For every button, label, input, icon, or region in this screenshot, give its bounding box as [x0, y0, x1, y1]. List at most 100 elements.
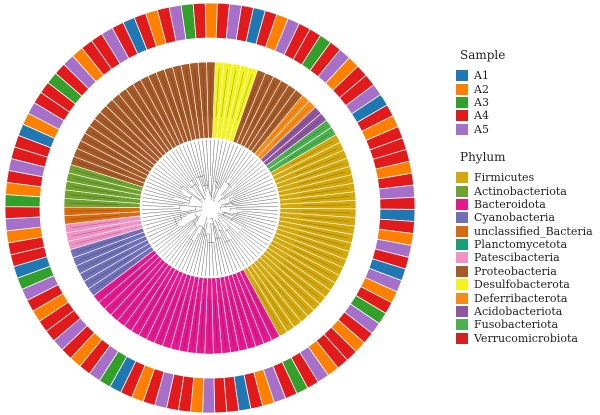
tree-branch [213, 143, 231, 198]
sample-block [379, 196, 416, 210]
phylum-legend-item-desulfobacterota: Desulfobacterota [456, 278, 596, 291]
tree-branch [152, 171, 181, 190]
tree-branch [193, 228, 206, 275]
tree-branch [146, 219, 182, 234]
taxon-label-line [124, 280, 154, 319]
tree-branch [225, 149, 246, 183]
tree-branch [189, 216, 208, 273]
tree-branch [172, 151, 206, 201]
taxon-label-line [70, 202, 119, 205]
taxon-label-line [161, 76, 179, 122]
taxon-label-line [71, 220, 119, 229]
tree-branch [235, 162, 261, 186]
taxon-label-line [280, 266, 319, 298]
taxon-label-line [220, 299, 226, 348]
tree-branch [198, 224, 203, 228]
taxon-label-line [284, 261, 324, 291]
taxon-label-line [256, 287, 281, 330]
tree-branch [231, 200, 233, 205]
tree-branch [232, 217, 273, 235]
taxon-label-line [300, 221, 349, 230]
tree-branch [182, 145, 198, 178]
taxon-label-line [75, 169, 122, 184]
tree-branch [202, 140, 209, 190]
taxon-label-line [246, 292, 266, 337]
taxon-label-line [77, 162, 124, 179]
tree-branch [228, 198, 231, 203]
sample-legend-label: A2 [474, 82, 489, 96]
sample-legend-label: A1 [474, 69, 489, 83]
sample-legend-label: A3 [474, 95, 489, 109]
phylum-legend-label: Proteobacteria [474, 264, 557, 278]
taxon-label-line [293, 148, 337, 170]
phylum-swatch [456, 306, 468, 318]
phylum-legend-label: Cyanobacteria [474, 211, 555, 225]
tree-branch [220, 156, 255, 197]
phylum-legend: Firmicutes Actinobacteriota Bacteroidota… [456, 171, 596, 345]
taxon-label-line [177, 71, 190, 119]
tree-branch [206, 140, 210, 194]
sample-swatch [456, 96, 468, 108]
phylum-legend-item-planctomycetota: Planctomycetota [456, 238, 596, 251]
taxon-label-line [295, 156, 341, 175]
phylum-swatch [456, 185, 468, 197]
tree-branch [216, 212, 219, 215]
tree-branch [152, 225, 182, 245]
taxon-label-line [117, 277, 150, 314]
taxon-label-line [221, 69, 228, 117]
taxon-label-line [145, 289, 168, 333]
taxon-label-line [298, 171, 346, 185]
tree-branch [221, 190, 276, 206]
sample-legend-item-a3: A3 [456, 96, 596, 109]
taxon-label-line [70, 194, 119, 200]
tree-branch [185, 226, 204, 272]
taxon-label-line [287, 133, 330, 160]
taxon-label-line [77, 236, 123, 253]
taxon-label-line [167, 295, 183, 342]
tree-branch [142, 205, 174, 207]
taxon-label-line [111, 273, 146, 308]
tree-branch [229, 178, 272, 200]
tree-branch [154, 167, 204, 204]
taxon-label-line [152, 291, 173, 336]
tree-branch [212, 222, 222, 276]
phylum-legend-item-acidobacteriota: Acidobacteriota [456, 305, 596, 318]
taxon-label-line [225, 298, 235, 346]
tree-branch [218, 212, 270, 242]
sample-legend-item-a5: A5 [456, 123, 596, 136]
tree-branch [241, 227, 268, 245]
tree-branch [168, 153, 191, 182]
tree-branch [200, 197, 203, 201]
tree-branch [237, 212, 278, 219]
phylum-legend-item-deferribacterota: Deferribacterota [456, 291, 596, 305]
taxon-label-line [139, 86, 164, 129]
tree-branch [198, 140, 207, 186]
taxon-label-line [175, 297, 189, 344]
taxon-label-line [261, 92, 290, 133]
tree-branch [162, 219, 200, 257]
phylum-swatch [456, 225, 468, 237]
taxon-label-line [83, 146, 128, 169]
tree-branch [212, 218, 226, 275]
tree-branch [214, 141, 223, 182]
sample-block [365, 126, 404, 151]
tree-branch [201, 235, 207, 276]
sample-swatch [456, 70, 468, 82]
taxon-label-line [169, 73, 184, 120]
tree-branch [142, 209, 196, 218]
tree-branch [165, 156, 201, 197]
phylum-legend-label: Desulfobacterota [474, 278, 570, 292]
phylum-swatch [456, 198, 468, 210]
taxon-label-line [241, 294, 259, 340]
tree-branch [189, 196, 192, 202]
taxon-label-line [192, 299, 199, 347]
taxon-label-line [301, 204, 350, 207]
tree-branch [232, 198, 278, 205]
taxon-label-line [87, 139, 130, 164]
taxon-label-line [79, 241, 125, 260]
taxon-label-line [226, 70, 236, 118]
tree-branch [224, 198, 226, 201]
sample-swatch [456, 123, 468, 135]
phylum-legend-item-firmicutes: Firmicutes [456, 171, 596, 184]
